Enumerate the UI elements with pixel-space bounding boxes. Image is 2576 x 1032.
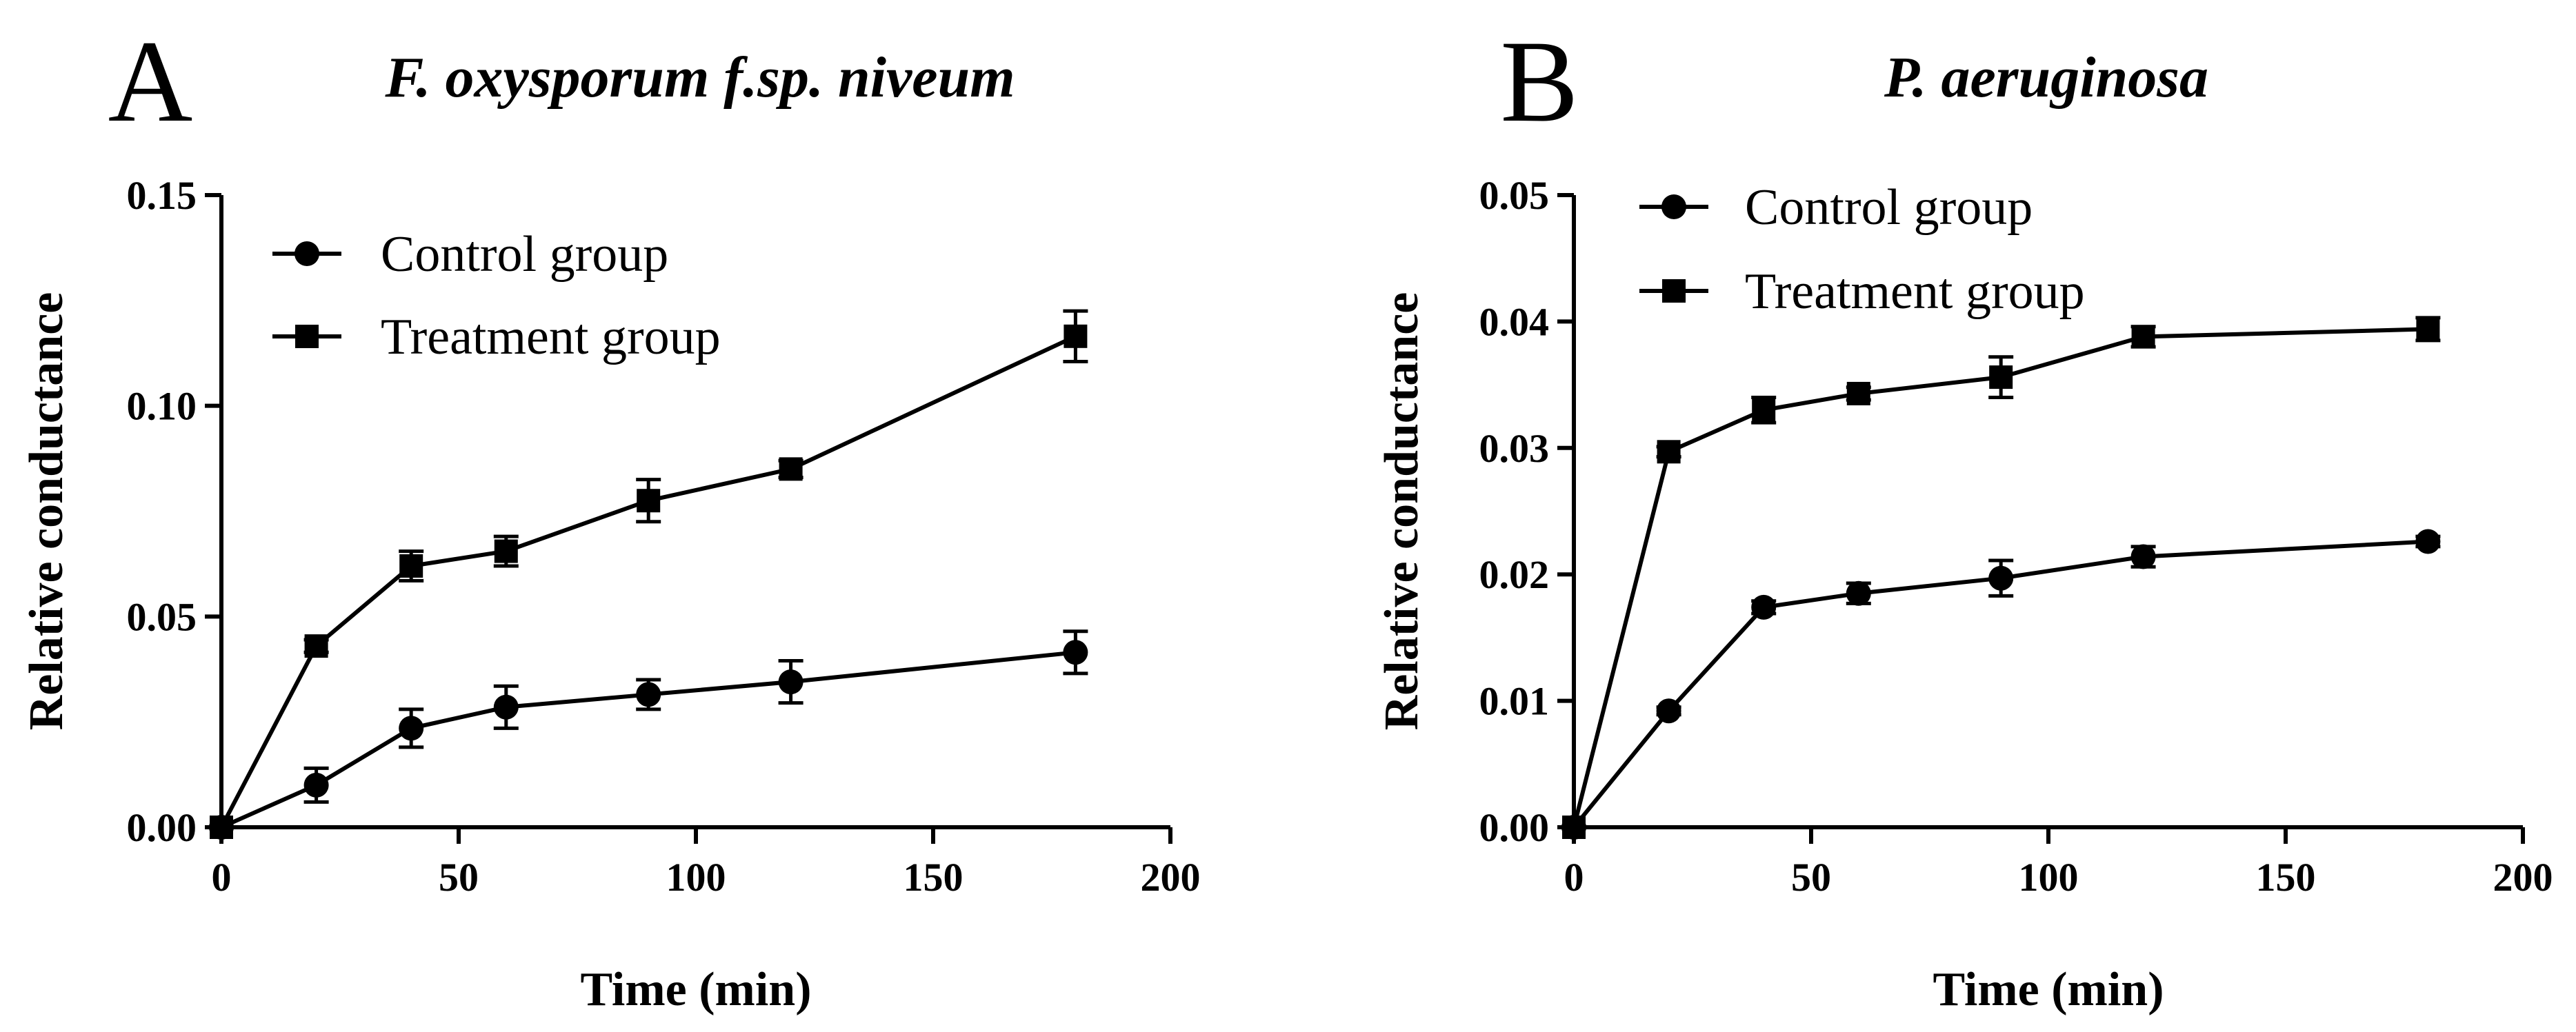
series-treatment-group <box>210 309 1088 839</box>
legend-item-treatment-group: Treatment group <box>1639 263 2085 320</box>
data-point <box>1657 440 1681 464</box>
data-point <box>779 457 803 481</box>
chart-title: P. aeruginosa <box>1884 45 2208 110</box>
y-tick-label: 0.10 <box>127 384 197 429</box>
data-point <box>2130 544 2156 569</box>
series-control-group <box>1561 529 2441 840</box>
data-point <box>1751 594 1777 620</box>
series-control-group <box>209 629 1088 840</box>
data-point <box>636 682 661 707</box>
data-point <box>1064 324 1088 348</box>
x-tick-label: 0 <box>1564 855 1584 900</box>
data-point <box>399 554 423 578</box>
y-tick-label: 0.02 <box>1479 552 1550 597</box>
chart-title: F. oxysporum f.sp. niveum <box>384 45 1015 110</box>
data-point <box>1656 698 1681 724</box>
y-tick-label: 0.01 <box>1479 679 1550 724</box>
chart-panel-b: B P. aeruginosa 0 50 100 150 200 0.00 0.01 0.02 0.… <box>1375 17 2553 1016</box>
chart-panel-a: A F. oxysporum f.sp. niveum 0 50 100 150 200 0.… <box>20 17 1201 1016</box>
y-axis-title: Relative conductance <box>20 292 73 731</box>
data-point <box>1063 640 1088 665</box>
data-point <box>399 716 424 741</box>
panel-letter: B <box>1500 17 1578 146</box>
data-point <box>304 634 328 658</box>
panel-letter: A <box>108 17 193 146</box>
x-tick-label: 200 <box>1141 855 1201 900</box>
legend-item-control-group: Control group <box>272 226 668 283</box>
y-axis-title: Relative conductance <box>1375 292 1428 731</box>
data-point <box>778 669 803 695</box>
legend-marker <box>1661 194 1686 219</box>
x-axis-title: Time (min) <box>1933 963 2164 1016</box>
data-point <box>1752 398 1776 422</box>
y-tick-label: 0.05 <box>1479 173 1550 218</box>
data-point <box>303 772 329 798</box>
data-point <box>2415 529 2441 554</box>
legend-marker <box>295 325 319 348</box>
x-tick-label: 200 <box>2493 855 2553 900</box>
data-point <box>1988 565 2014 591</box>
y-tick-label: 0.03 <box>1479 426 1550 471</box>
x-tick-label: 150 <box>903 855 963 900</box>
x-tick-label: 100 <box>2019 855 2079 900</box>
y-tick-label: 0.04 <box>1479 299 1550 344</box>
y-tick-label: 0.05 <box>127 594 197 639</box>
data-point <box>1989 365 2013 389</box>
y-tick-label: 0.15 <box>127 173 197 218</box>
legend-label: Treatment group <box>1745 263 2085 320</box>
data-point <box>2131 325 2155 349</box>
data-point <box>1846 580 1871 606</box>
y-tick-label: 0.00 <box>127 805 197 850</box>
series-line <box>219 334 1077 829</box>
legend-item-control-group: Control group <box>1639 179 2033 236</box>
x-tick-label: 150 <box>2256 855 2316 900</box>
x-axis-title: Time (min) <box>580 963 811 1016</box>
legend-marker <box>294 241 319 266</box>
x-tick-label: 50 <box>1791 855 1831 900</box>
series-treatment-group <box>1562 316 2441 839</box>
data-point <box>2416 317 2440 341</box>
x-tick-label: 50 <box>439 855 479 900</box>
data-point <box>637 489 661 513</box>
data-point <box>1562 816 1586 839</box>
legend-label: Control group <box>381 226 668 283</box>
data-point <box>493 694 519 720</box>
x-tick-label: 0 <box>212 855 232 900</box>
x-tick-label: 100 <box>666 855 726 900</box>
data-point <box>1846 381 1870 405</box>
data-point <box>210 816 233 839</box>
legend-label: Treatment group <box>381 309 721 365</box>
legend-label: Control group <box>1745 179 2033 236</box>
data-point <box>494 539 518 563</box>
y-tick-label: 0.00 <box>1479 805 1550 850</box>
legend-marker <box>1662 279 1686 303</box>
legend-item-treatment-group: Treatment group <box>272 309 721 365</box>
